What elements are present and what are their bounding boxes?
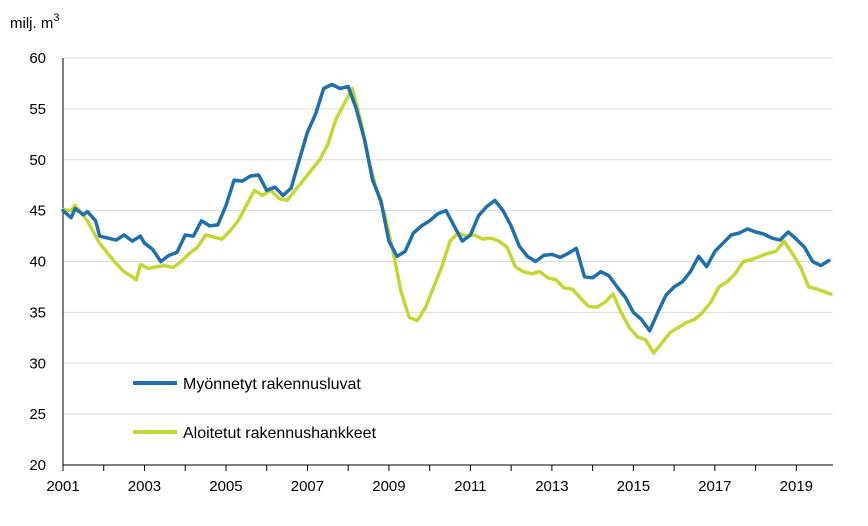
legend-label-myonnetyt: Myönnetyt rakennusluvat bbox=[183, 376, 361, 393]
x-tick-label-2015: 2015 bbox=[617, 478, 650, 495]
y-axis-unit-label: milj. m3 bbox=[10, 12, 59, 32]
x-tick-label-2007: 2007 bbox=[291, 478, 324, 495]
y-tick-label-45: 45 bbox=[29, 203, 46, 220]
y-tick-label-20: 20 bbox=[29, 457, 46, 474]
x-tick-label-2005: 2005 bbox=[209, 478, 242, 495]
x-tick-label-2017: 2017 bbox=[698, 478, 731, 495]
y-axis-ticks: 20 25 30 35 40 45 50 55 60 bbox=[29, 50, 46, 474]
x-axis: 2001 2003 2005 2007 2009 2011 2013 2015 2017 2019 bbox=[46, 58, 833, 495]
series-line-0 bbox=[61, 82, 831, 333]
x-tick-label-2019: 2019 bbox=[780, 478, 813, 495]
grid-lines bbox=[63, 57, 833, 415]
series-line-1 bbox=[61, 86, 833, 355]
y-tick-label-50: 50 bbox=[29, 152, 46, 169]
series-lines bbox=[61, 82, 833, 355]
y-axis-unit-superscript: 3 bbox=[53, 12, 59, 24]
y-tick-label-25: 25 bbox=[29, 406, 46, 423]
x-tick-label-2013: 2013 bbox=[535, 478, 568, 495]
x-tick-label-2003: 2003 bbox=[128, 478, 161, 495]
x-tick-label-2011: 2011 bbox=[454, 478, 486, 495]
y-tick-label-40: 40 bbox=[29, 254, 46, 271]
y-tick-label-35: 35 bbox=[29, 304, 46, 321]
x-tick-label-2009: 2009 bbox=[372, 478, 405, 495]
y-tick-label-55: 55 bbox=[29, 101, 46, 118]
y-tick-label-60: 60 bbox=[29, 50, 46, 67]
x-tick-label-2001: 2001 bbox=[46, 478, 79, 495]
legend: Myönnetyt rakennusluvat Aloitetut rakenn… bbox=[133, 376, 377, 442]
y-tick-label-30: 30 bbox=[29, 355, 46, 372]
legend-label-aloitetut: Aloitetut rakennushankkeet bbox=[183, 425, 377, 442]
